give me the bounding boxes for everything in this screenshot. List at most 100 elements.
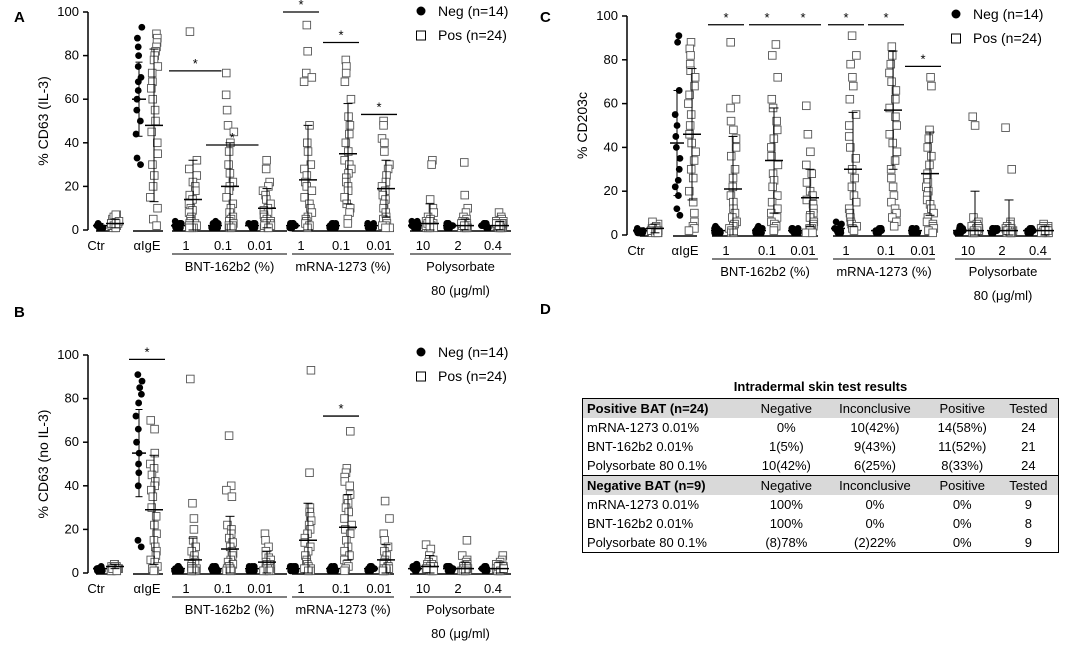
point-pos — [691, 147, 700, 157]
point-neg — [676, 154, 684, 162]
point-neg — [134, 43, 142, 51]
point-pos — [224, 160, 233, 169]
table-cell: 0% — [865, 516, 885, 531]
x-tick-label: 1 — [297, 238, 304, 253]
table-row: Polysorbate 80 0.1% (8)78% (2)22% 0% 9 — [583, 533, 1059, 553]
table-cell: 21 — [1021, 439, 1036, 454]
x-tick-label: 0.1 — [332, 581, 350, 596]
table-cell: 10(42%) — [850, 420, 900, 435]
legend-neg-marker — [951, 9, 961, 19]
x-tick-label: 2 — [454, 581, 461, 596]
point-pos — [305, 468, 314, 477]
point-pos — [847, 31, 857, 40]
point-pos — [808, 191, 817, 200]
point-pos — [147, 503, 156, 512]
point-pos — [385, 514, 394, 523]
point-pos — [731, 94, 741, 104]
point-pos — [226, 481, 236, 491]
point-pos — [890, 156, 900, 165]
point-pos — [227, 492, 237, 501]
point-pos — [340, 477, 350, 486]
point-neg — [138, 377, 146, 385]
point-pos — [189, 514, 199, 523]
table-header-cell: Inconclusive — [824, 475, 926, 495]
point-pos — [849, 226, 859, 235]
point-pos — [146, 193, 155, 202]
x-tick-label: 0.01 — [366, 238, 391, 253]
point-pos — [226, 223, 236, 233]
x-tick-label: αIgE — [133, 238, 160, 253]
table-cell: 24 — [1021, 420, 1036, 435]
point-pos — [726, 103, 735, 113]
point-neg — [674, 176, 682, 184]
x-tick-label: 0.01 — [790, 243, 815, 258]
point-pos — [340, 77, 350, 87]
x-tick-label: 0.01 — [910, 243, 935, 258]
point-neg — [672, 133, 680, 140]
x-tick-label: 10 — [416, 238, 430, 253]
point-pos — [768, 182, 777, 192]
point-pos — [803, 130, 813, 139]
point-pos — [302, 182, 311, 191]
point-pos — [767, 143, 776, 152]
point-pos — [345, 551, 354, 560]
point-pos — [773, 160, 783, 170]
point-pos — [427, 160, 436, 169]
table-cell: Polysorbate 80 0.1% — [587, 535, 707, 550]
x-tick-label: 0.1 — [214, 238, 232, 253]
point-pos — [303, 46, 312, 56]
point-pos — [380, 138, 389, 148]
table-cell: (2)22% — [853, 535, 896, 550]
table-cell: 9(43%) — [853, 439, 896, 454]
point-pos — [147, 68, 157, 78]
point-neg — [134, 78, 142, 86]
point-pos — [924, 134, 934, 143]
point-pos — [191, 186, 200, 196]
point-pos — [299, 77, 309, 87]
point-pos — [731, 134, 741, 143]
point-pos — [845, 121, 854, 130]
y-tick-label: 0 — [72, 565, 79, 580]
point-pos — [345, 129, 354, 139]
group-label-bnt: BNT-162b2 (%) — [185, 602, 275, 617]
point-pos — [970, 228, 979, 238]
point-pos — [381, 223, 390, 233]
y-axis-label: % CD63 (no IL-3) — [35, 410, 51, 519]
point-pos — [726, 116, 736, 126]
point-pos — [688, 197, 698, 207]
significance-star: * — [144, 344, 149, 359]
point-pos — [852, 51, 861, 60]
point-pos — [1006, 228, 1015, 238]
point-pos — [379, 121, 388, 130]
point-pos — [147, 84, 156, 93]
x-tick-label: 10 — [961, 243, 975, 258]
point-pos — [378, 566, 388, 576]
table-header-cell: Negative BAT (n=9) — [582, 475, 749, 495]
point-pos — [151, 512, 161, 521]
x-tick-label: 0.4 — [484, 581, 502, 596]
x-tick-label: 1 — [297, 581, 304, 596]
point-neg — [671, 183, 679, 191]
point-pos — [846, 59, 855, 69]
point-neg — [134, 87, 142, 94]
point-pos — [307, 73, 317, 82]
point-pos — [684, 99, 693, 108]
x-tick-label: 0.01 — [247, 238, 272, 253]
point-pos — [851, 110, 861, 119]
group-label-polysorbate: Polysorbate — [426, 259, 495, 274]
point-pos — [926, 73, 935, 82]
point-pos — [148, 492, 158, 501]
point-pos — [425, 195, 435, 204]
x-tick-label: 2 — [454, 238, 461, 253]
table-header-cell: Positive — [925, 398, 999, 418]
point-pos — [686, 66, 695, 75]
point-pos — [851, 154, 860, 163]
point-pos — [341, 525, 350, 534]
point-pos — [222, 68, 231, 78]
skin-test-table-panel: Intradermal skin test results Positive B… — [582, 379, 1059, 553]
table-cell: 0% — [952, 516, 972, 531]
significance-star: * — [338, 28, 343, 43]
x-tick-label: 0.1 — [214, 581, 232, 596]
point-pos — [229, 127, 239, 137]
